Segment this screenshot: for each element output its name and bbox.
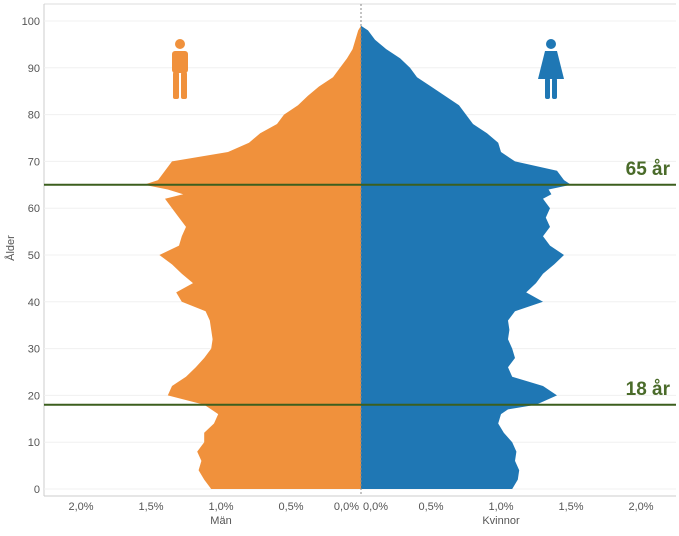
right-x-tick-label: 1,0%	[488, 501, 513, 513]
y-tick-label: 80	[28, 110, 40, 122]
y-tick-label: 60	[28, 203, 40, 215]
y-tick-label: 70	[28, 156, 40, 168]
series-areas	[144, 25, 571, 489]
right-x-tick-label: 1,5%	[558, 501, 583, 513]
y-axis-title: Ålder	[4, 235, 17, 261]
reference-label-65: 65 år	[626, 159, 671, 180]
left-x-tick-label: 1,5%	[138, 501, 163, 513]
reference-label-18: 18 år	[626, 379, 671, 400]
left-x-axis-title: Män	[210, 515, 231, 527]
icons	[172, 39, 564, 99]
y-tick-label: 90	[28, 63, 40, 75]
y-tick-label: 40	[28, 297, 40, 309]
right-x-tick-label: 0,5%	[418, 501, 443, 513]
y-tick-label: 10	[28, 437, 40, 449]
axes: 0 10 20 30 40 50 60 70 80 90 100 Ålder 2,0% 1,5% 1,0% 0…	[4, 4, 654, 527]
series-women-area	[361, 25, 571, 489]
left-x-tick-label: 1,0%	[208, 501, 233, 513]
left-x-tick-label: 2,0%	[68, 501, 93, 513]
y-tick-label: 100	[22, 16, 40, 28]
y-tick-label: 30	[28, 344, 40, 356]
right-x-tick-label: 2,0%	[628, 501, 653, 513]
y-tick-label: 20	[28, 390, 40, 402]
left-x-tick-label: 0,0%	[334, 501, 359, 513]
left-x-tick-label: 0,5%	[278, 501, 303, 513]
right-x-tick-label: 0,0%	[363, 501, 388, 513]
y-tick-label: 50	[28, 250, 40, 262]
reference-lines: 65 år 18 år	[44, 159, 676, 406]
series-men-area	[144, 25, 361, 489]
man-icon	[172, 39, 188, 99]
right-x-axis-title: Kvinnor	[482, 515, 520, 527]
woman-icon	[538, 39, 564, 99]
y-tick-label: 0	[34, 484, 40, 496]
